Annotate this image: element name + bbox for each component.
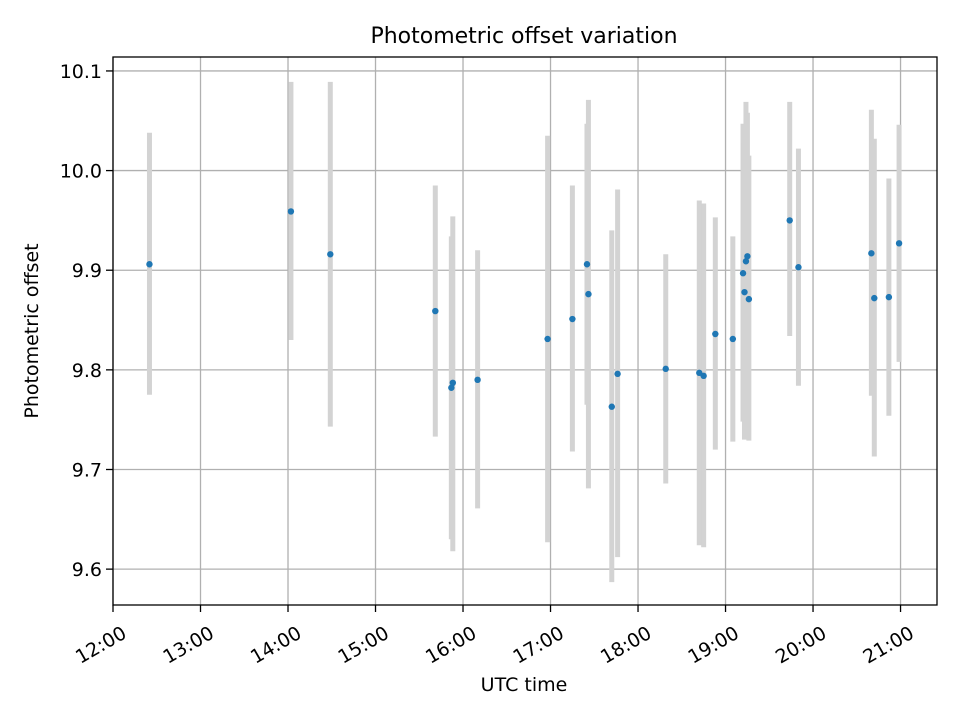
data-point xyxy=(795,264,802,271)
data-point xyxy=(585,290,592,298)
data-point xyxy=(146,261,153,268)
plot-frame xyxy=(112,56,938,606)
data-point xyxy=(662,365,669,373)
data-point xyxy=(739,270,747,277)
data-points xyxy=(146,208,903,410)
data-point xyxy=(742,258,750,265)
y-tick-label: 9.9 xyxy=(72,260,102,282)
data-point xyxy=(712,330,719,338)
data-point xyxy=(608,403,615,410)
data-point xyxy=(885,293,893,301)
y-axis: 9.6 9.7 9.8 9.9 10.0 10.1 xyxy=(60,61,113,581)
y-tick-label: 10.1 xyxy=(60,61,102,83)
data-point xyxy=(871,294,878,302)
y-axis-label: Photometric offset xyxy=(21,243,43,418)
data-point xyxy=(614,370,621,378)
data-point xyxy=(700,372,707,380)
data-point xyxy=(744,253,751,260)
y-tick-label: 9.7 xyxy=(72,459,102,481)
data-point xyxy=(745,295,753,303)
data-point xyxy=(448,384,455,391)
data-point xyxy=(449,379,457,387)
data-point xyxy=(287,208,295,215)
y-tick-label: 10.0 xyxy=(60,161,102,183)
y-tick-label: 9.8 xyxy=(72,360,102,382)
data-point xyxy=(868,250,875,257)
data-point xyxy=(741,288,748,296)
data-point xyxy=(432,307,439,315)
chart-title: Photometric offset variation xyxy=(370,24,677,49)
data-point xyxy=(583,261,591,268)
data-point xyxy=(474,376,481,384)
data-point xyxy=(786,217,793,224)
y-tick-label: 9.6 xyxy=(72,559,102,581)
data-point xyxy=(327,251,334,258)
data-point xyxy=(895,240,903,247)
data-point xyxy=(544,335,551,343)
x-axis-label: UTC time xyxy=(481,674,568,696)
data-point xyxy=(569,315,576,323)
data-point xyxy=(729,335,737,343)
